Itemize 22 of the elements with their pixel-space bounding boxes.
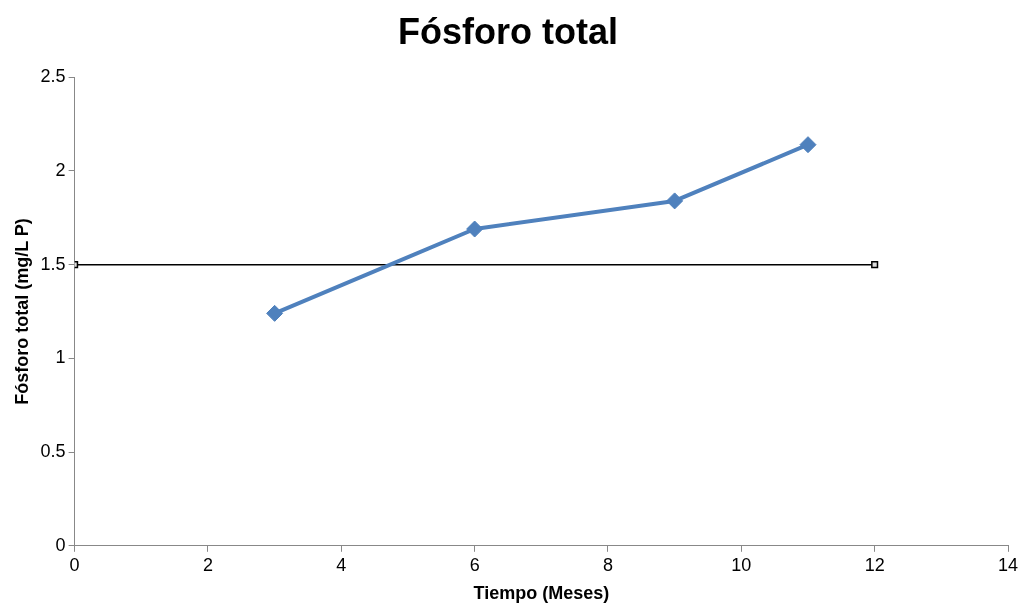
point: [871, 261, 879, 269]
y-tick-label: 1: [55, 347, 66, 368]
y-tick-label: 0.5: [40, 441, 66, 462]
x-tick-label: 10: [731, 554, 752, 575]
point: [266, 304, 284, 322]
x-tick-label: 6: [469, 554, 480, 575]
y-tick-label: 1.5: [40, 253, 66, 274]
point: [466, 220, 484, 238]
x-tick-label: 14: [997, 554, 1019, 575]
x-tick-label: 0: [69, 554, 80, 575]
point: [799, 136, 817, 154]
point: [666, 192, 684, 210]
y-tick-label: 0: [55, 534, 66, 555]
x-tick-label: 8: [602, 554, 613, 575]
x-axis-title: Tiempo (Meses): [473, 583, 610, 604]
y-tick-label: 2: [55, 159, 66, 180]
y-tick-label: 2.5: [40, 66, 66, 87]
x-tick-label: 4: [336, 554, 347, 575]
chart-title: Fósforo total: [398, 10, 618, 52]
y-axis-title: Fósforo total (mg/L P): [11, 218, 32, 405]
x-tick-label: 12: [864, 554, 885, 575]
x-tick-label: 2: [202, 554, 213, 575]
